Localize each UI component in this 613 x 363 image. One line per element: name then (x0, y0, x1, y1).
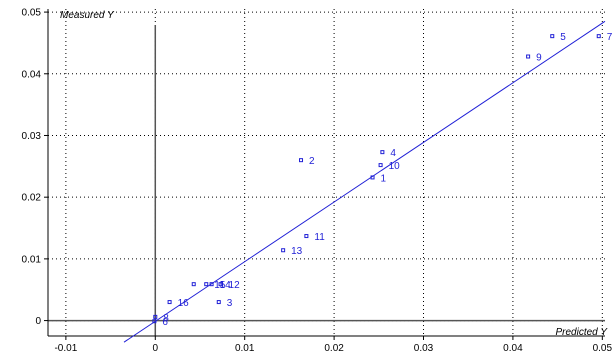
x-tick-label: 0.02 (324, 343, 344, 354)
point-label: 12 (229, 280, 241, 291)
data-point (204, 282, 209, 287)
point-label: 3 (227, 298, 233, 309)
x-tick-label: 0 (153, 343, 159, 354)
point-label: 6 (162, 317, 168, 328)
x-tick-label: 0.03 (414, 343, 434, 354)
tick-layer: -0.01 0 0.01 0.02 0.03 0.04 0.05 0 0.01 0.02 0.03 0… (22, 8, 613, 354)
data-point (370, 175, 375, 180)
data-point (596, 34, 601, 39)
data-point (152, 319, 157, 324)
point-label: 16 (178, 298, 190, 309)
data-point (526, 54, 531, 59)
plot-frame (47, 9, 605, 337)
data-point (218, 282, 223, 287)
data-point (299, 158, 304, 163)
data-point (209, 282, 214, 287)
data-point (281, 248, 286, 253)
point-label: 8 (163, 313, 169, 324)
y-tick-label: 0.02 (22, 193, 42, 204)
x-tick-label: 0.04 (503, 343, 523, 354)
point-label: 11 (314, 232, 325, 243)
x-tick-label: 0.05 (593, 343, 613, 354)
point-label: 15 (214, 280, 226, 291)
fit-line-layer (123, 20, 606, 343)
y-tick-label: 0.05 (22, 8, 42, 19)
x-tick-label: -0.01 (54, 343, 77, 354)
x-axis-title: Predicted Y (555, 327, 608, 338)
y-tick-label: 0.03 (22, 131, 42, 142)
grid-layer (48, 9, 605, 336)
zero-lines (48, 25, 605, 336)
data-point (167, 300, 172, 305)
data-point (380, 150, 385, 155)
data-point (191, 282, 196, 287)
y-tick-label: 0.04 (22, 69, 42, 80)
point-label: 2 (309, 156, 315, 167)
point-label: 5 (560, 32, 566, 43)
data-point (304, 234, 309, 239)
data-point (216, 300, 221, 305)
point-label: 4 (390, 148, 396, 159)
point-label: 7 (607, 32, 613, 43)
y-tick-label: 0 (35, 316, 41, 327)
y-axis-title: Measured Y (60, 10, 115, 21)
point-label: 10 (389, 161, 401, 172)
data-point (550, 34, 555, 39)
point-label: 1 (381, 173, 387, 184)
fit-line (123, 20, 606, 343)
point-label: 13 (291, 246, 303, 257)
data-point (378, 163, 383, 168)
point-label: 14 (220, 280, 232, 291)
x-tick-label: 0.01 (235, 343, 255, 354)
point-label: 9 (536, 53, 542, 64)
data-point (153, 314, 158, 319)
y-tick-label: 0.01 (22, 254, 42, 265)
